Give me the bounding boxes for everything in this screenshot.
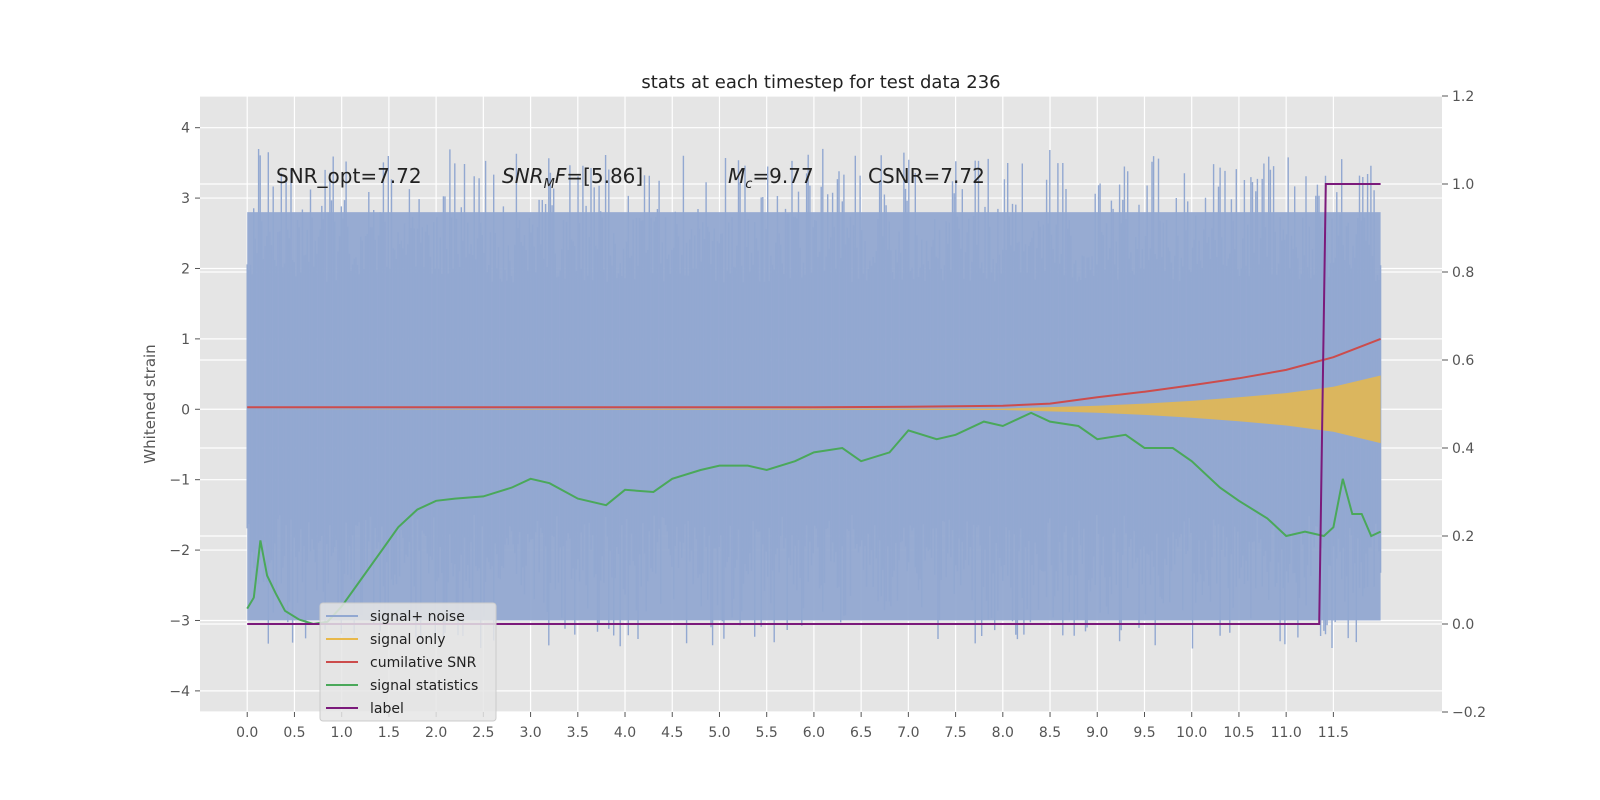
x-tick-label: 6.0 [803, 725, 825, 741]
y-tick-label: −1 [169, 473, 190, 489]
legend-label-label: label [370, 701, 404, 717]
x-tick-label: 9.0 [1086, 725, 1108, 741]
x-tick-label: 6.5 [850, 725, 872, 741]
y2-tick-label: 0.8 [1452, 265, 1474, 281]
y-tick-label: −4 [169, 684, 190, 700]
y2-tick-label: 0.0 [1452, 617, 1474, 633]
annotations: SNR_opt=7.72 SNRMF=[5.86] Mc=9.77 CSNR=7… [276, 164, 985, 192]
annotation-snr-opt: SNR_opt=7.72 [276, 164, 422, 188]
y2-tick-label: 0.4 [1452, 441, 1474, 457]
signal-only-envelope [247, 375, 1381, 444]
series-layer [246, 148, 1382, 649]
x-tick-label: 1.0 [331, 725, 353, 741]
legend-label-signal-statistics: signal statistics [370, 678, 478, 694]
x-tick-label: 10.5 [1223, 725, 1254, 741]
y2-tick-label: 0.2 [1452, 529, 1474, 545]
annotation-mc: Mc=9.77 [728, 164, 814, 192]
x-tick-label: 3.5 [567, 725, 589, 741]
x-tick-label: 4.5 [661, 725, 683, 741]
annotation-snr-mf: SNRMF=[5.86] [502, 164, 643, 192]
axes: 0.0 0.5 1.0 1.5 2.0 2.5 3.0 3.5 4.0 4.5 5.0 5.5 6.0 6… [169, 89, 1486, 741]
x-tick-label: 9.5 [1133, 725, 1155, 741]
x-tick-label: 5.0 [708, 725, 730, 741]
signal-noise-line [246, 148, 1382, 649]
y2-tick-label: 0.6 [1452, 353, 1474, 369]
x-tick-label: 1.5 [378, 725, 400, 741]
y-tick-label: 0 [181, 402, 190, 418]
legend-label-signal-noise: signal+ noise [370, 609, 465, 625]
x-tick-label: 2.5 [472, 725, 494, 741]
y-axis-label: Whitened strain [141, 344, 159, 463]
cumilative-snr-line [247, 337, 1381, 409]
y-tick-label: 2 [181, 261, 190, 277]
x-tick-label: 10.0 [1176, 725, 1207, 741]
x-tick-label: 8.0 [992, 725, 1014, 741]
x-tick-label: 7.0 [897, 725, 919, 741]
y2-tick-label: 1.2 [1452, 89, 1474, 105]
legend-label-signal-only: signal only [370, 632, 445, 648]
x-tick-label: 8.5 [1039, 725, 1061, 741]
y-tick-label: 3 [181, 191, 190, 207]
legend: signal+ noise signal only cumilative SNR… [319, 602, 497, 722]
chart-title: stats at each timestep for test data 236 [641, 72, 1000, 93]
x-tick-label: 11.5 [1318, 725, 1349, 741]
x-tick-label: 2.0 [425, 725, 447, 741]
x-tick-label: 3.0 [519, 725, 541, 741]
x-tick-label: 0.0 [236, 725, 258, 741]
x-tick-label: 5.5 [756, 725, 778, 741]
y-tick-label: −2 [169, 543, 190, 559]
legend-box [319, 602, 497, 722]
y2-tick-label: −0.2 [1452, 705, 1486, 721]
x-tick-label: 11.0 [1271, 725, 1302, 741]
y-tick-label: 1 [181, 332, 190, 348]
signal-statistics-line [246, 411, 1382, 626]
label-line [247, 183, 1381, 625]
x-tick-label: 7.5 [944, 725, 966, 741]
annotation-csnr: CSNR=7.72 [868, 164, 985, 188]
legend-label-cumilative-snr: cumilative SNR [370, 655, 477, 671]
x-tick-label: 0.5 [283, 725, 305, 741]
y-tick-label: 4 [181, 121, 190, 137]
y2-tick-label: 1.0 [1452, 177, 1474, 193]
y-tick-label: −3 [169, 613, 190, 629]
x-tick-label: 4.0 [614, 725, 636, 741]
